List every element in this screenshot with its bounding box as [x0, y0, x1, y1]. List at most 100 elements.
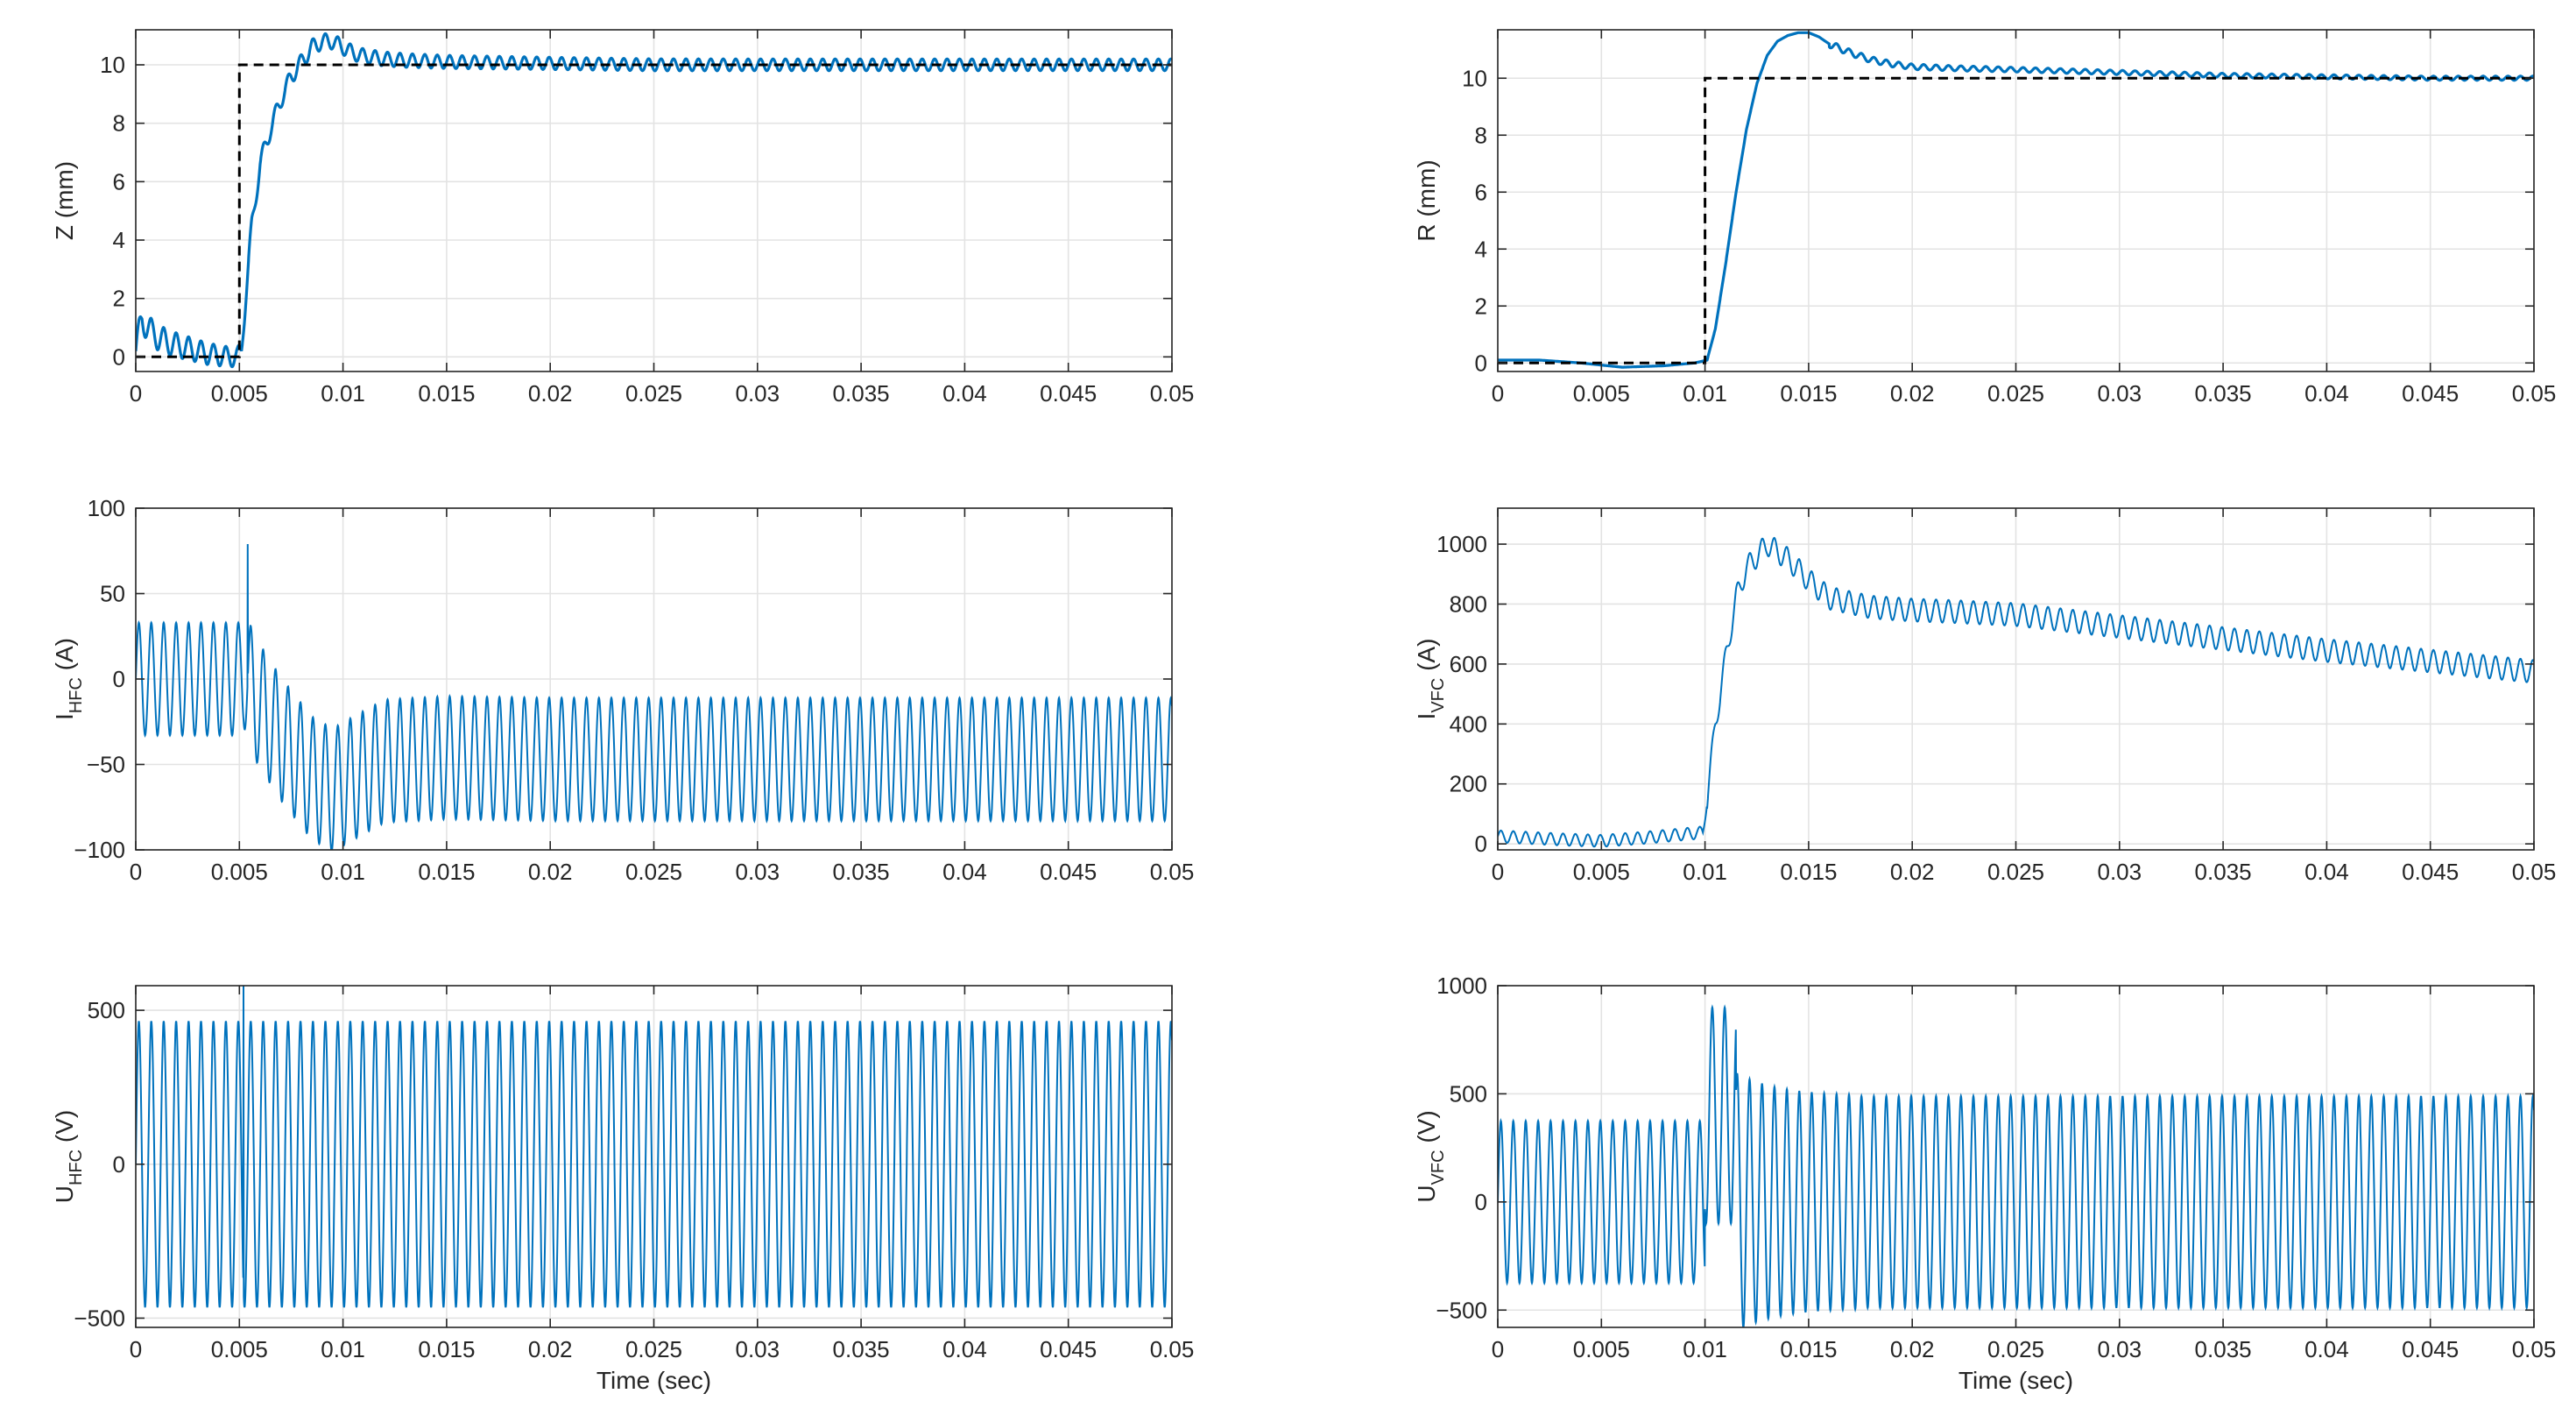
y-tick-label: 4 — [1475, 236, 1487, 262]
y-tick-label: 600 — [1450, 651, 1487, 677]
x-tick-label: 0.04 — [942, 859, 987, 885]
y-tick-label: 1000 — [1436, 531, 1487, 557]
x-tick-label: 0.03 — [2097, 1336, 2142, 1362]
y-axis-label: Z (mm) — [51, 161, 78, 240]
x-tick-label: 0.04 — [942, 380, 987, 407]
series-line-uhfc — [136, 986, 1172, 1308]
x-tick-label: 0.015 — [418, 859, 475, 885]
y-tick-label: 4 — [113, 227, 125, 253]
x-tick-label: 0.005 — [1573, 380, 1630, 407]
x-tick-label: 0 — [130, 380, 142, 407]
x-tick-label: 0.025 — [1987, 859, 2044, 885]
x-tick-label: 0.05 — [2512, 380, 2557, 407]
x-tick-label: 0.02 — [1890, 1336, 1935, 1362]
x-tick-label: 0.05 — [2512, 1336, 2557, 1362]
y-tick-label: 0 — [113, 343, 125, 370]
x-tick-label: 0.015 — [418, 380, 475, 407]
x-tick-label: 0.025 — [625, 1336, 682, 1362]
x-tick-label: 0.02 — [528, 859, 573, 885]
y-tick-label: 50 — [100, 581, 125, 607]
x-tick-label: 0.035 — [2195, 1336, 2252, 1362]
x-tick-label: 0.025 — [625, 380, 682, 407]
y-tick-label: 6 — [1475, 179, 1487, 205]
y-axis-label: UHFC (V) — [51, 1110, 86, 1203]
y-tick-label: −100 — [74, 837, 125, 863]
x-tick-label: 0 — [130, 859, 142, 885]
x-tick-label: 0.035 — [2195, 380, 2252, 407]
x-tick-label: 0.02 — [1890, 380, 1935, 407]
x-tick-label: 0.04 — [2304, 380, 2349, 407]
x-tick-label: 0.015 — [418, 1336, 475, 1362]
x-tick-label: 0.045 — [1040, 380, 1097, 407]
x-tick-label: 0.025 — [1987, 1336, 2044, 1362]
series-line-ihfc — [136, 543, 1172, 850]
x-tick-label: 0.045 — [2402, 859, 2459, 885]
x-tick-label: 0.04 — [2304, 1336, 2349, 1362]
y-tick-label: 0 — [113, 666, 125, 692]
x-tick-label: 0.01 — [1683, 859, 1727, 885]
chart-uvfc: 0 0.005 0.01 0.015 0.02 0.025 0.03 0.035 0.04 0.0… — [1413, 973, 2556, 1394]
x-tick-label: 0.05 — [1150, 1336, 1195, 1362]
x-tick-label: 0.05 — [2512, 859, 2557, 885]
x-tick-label: 0.005 — [211, 859, 268, 885]
y-tick-label: −500 — [1436, 1297, 1487, 1323]
series-line-r — [1498, 31, 2534, 369]
x-tick-label: 0.03 — [2097, 859, 2142, 885]
x-tick-label: 0.035 — [833, 380, 890, 407]
y-tick-label: 2 — [113, 286, 125, 312]
x-tick-label: 0 — [1492, 859, 1504, 885]
x-tick-label: 0.025 — [625, 859, 682, 885]
y-tick-label: 10 — [100, 52, 125, 78]
y-tick-label: 100 — [88, 495, 125, 521]
y-tick-label: 6 — [113, 168, 125, 195]
x-tick-label: 0.03 — [2097, 380, 2142, 407]
x-tick-label: 0.02 — [528, 1336, 573, 1362]
x-tick-label: 0.01 — [321, 380, 365, 407]
x-tick-label: 0.03 — [735, 1336, 780, 1362]
x-tick-label: 0.045 — [1040, 1336, 1097, 1362]
y-tick-label: 0 — [1475, 831, 1487, 857]
x-tick-label: 0.01 — [1683, 1336, 1727, 1362]
x-axis-label: Time (sec) — [596, 1367, 711, 1394]
y-tick-label: 500 — [1450, 1080, 1487, 1107]
y-axis-label: IHFC (A) — [51, 638, 86, 720]
x-tick-label: 0.01 — [321, 859, 365, 885]
x-tick-label: 0.015 — [1780, 859, 1837, 885]
chart-uhfc: 0 0.005 0.01 0.015 0.02 0.025 0.03 0.035 0.04 0.0… — [51, 985, 1195, 1394]
x-tick-label: 0.005 — [211, 380, 268, 407]
x-tick-label: 0.02 — [528, 380, 573, 407]
x-axis-label: Time (sec) — [1958, 1367, 2073, 1394]
x-tick-label: 0.035 — [833, 859, 890, 885]
y-tick-label: 1000 — [1436, 973, 1487, 999]
x-tick-label: 0.015 — [1780, 1336, 1837, 1362]
x-tick-label: 0.015 — [1780, 380, 1837, 407]
y-tick-label: 2 — [1475, 293, 1487, 319]
x-tick-label: 0.005 — [1573, 859, 1630, 885]
x-tick-label: 0.045 — [2402, 1336, 2459, 1362]
x-tick-label: 0.005 — [1573, 1336, 1630, 1362]
x-tick-label: 0.005 — [211, 1336, 268, 1362]
chart-z: 0 0.005 0.01 0.015 0.02 0.025 0.03 0.035 0.04 0.0… — [51, 29, 1194, 407]
x-tick-label: 0.025 — [1987, 380, 2044, 407]
x-tick-label: 0 — [1492, 380, 1504, 407]
y-axis-label: UVFC (V) — [1413, 1110, 1448, 1202]
x-tick-label: 0.04 — [942, 1336, 987, 1362]
y-tick-label: 8 — [1475, 122, 1487, 148]
y-tick-label: 400 — [1450, 711, 1487, 737]
y-tick-label: 800 — [1450, 591, 1487, 617]
y-tick-label: 500 — [88, 997, 125, 1023]
x-tick-label: 0 — [130, 1336, 142, 1362]
y-tick-label: 10 — [1462, 65, 1487, 91]
y-tick-label: 0 — [1475, 350, 1487, 376]
y-tick-label: 0 — [1475, 1189, 1487, 1215]
x-tick-label: 0.045 — [2402, 380, 2459, 407]
y-tick-label: −500 — [74, 1305, 125, 1331]
y-tick-label: 8 — [113, 110, 125, 137]
x-tick-label: 0.03 — [735, 859, 780, 885]
x-tick-label: 0 — [1492, 1336, 1504, 1362]
series-line-z — [136, 32, 1172, 369]
x-tick-label: 0.045 — [1040, 859, 1097, 885]
chart-ivfc: 0 0.005 0.01 0.015 0.02 0.025 0.03 0.035 0.04 0.0… — [1413, 507, 2557, 885]
x-tick-label: 0.03 — [735, 380, 780, 407]
